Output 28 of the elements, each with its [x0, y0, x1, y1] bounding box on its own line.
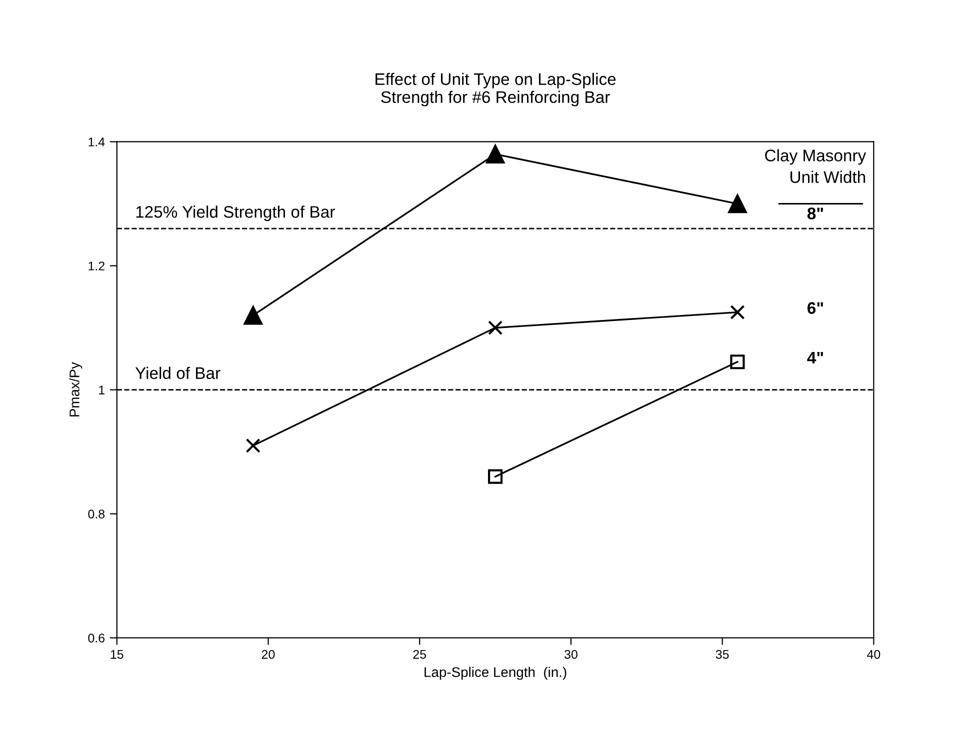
legend-title: Clay Masonry Unit Width: [765, 149, 866, 183]
chart-title: Effect of Unit Type on Lap-Splice Strength for #6 Reinforcing Bar: [376, 72, 616, 106]
y-tick-label: 0.6: [88, 634, 105, 642]
ref-line-label: 125% Yield Strength of Bar: [136, 206, 335, 222]
x-tick-label: 35: [716, 650, 729, 659]
point: [486, 144, 505, 164]
point: [488, 469, 503, 484]
x-tick-label: 25: [413, 650, 426, 659]
point: [244, 306, 262, 325]
ref-line-label: Yield of Bar: [135, 366, 220, 380]
point: [728, 194, 747, 214]
x-tick-label: 30: [564, 650, 578, 659]
x-axis-title: Lap-Splice Length (in.): [424, 666, 566, 680]
y-tick-label: 0.8: [88, 510, 105, 518]
text: 6": [808, 302, 823, 314]
legend-label: 8": [807, 208, 823, 220]
point: [730, 354, 745, 370]
y-tick-label: 1.4: [88, 138, 105, 146]
text: 4": [807, 352, 823, 364]
y-tick-label: 1: [99, 386, 104, 394]
point: [488, 320, 503, 336]
point: [246, 438, 260, 453]
y-tick-label: 1.2: [88, 262, 104, 270]
y-axis-title: Pmax/Py: [69, 362, 82, 416]
point: [730, 304, 745, 320]
x-tick-label: 15: [110, 650, 124, 659]
x-tick-label: 20: [262, 650, 275, 659]
x-tick-label: 40: [867, 650, 880, 659]
